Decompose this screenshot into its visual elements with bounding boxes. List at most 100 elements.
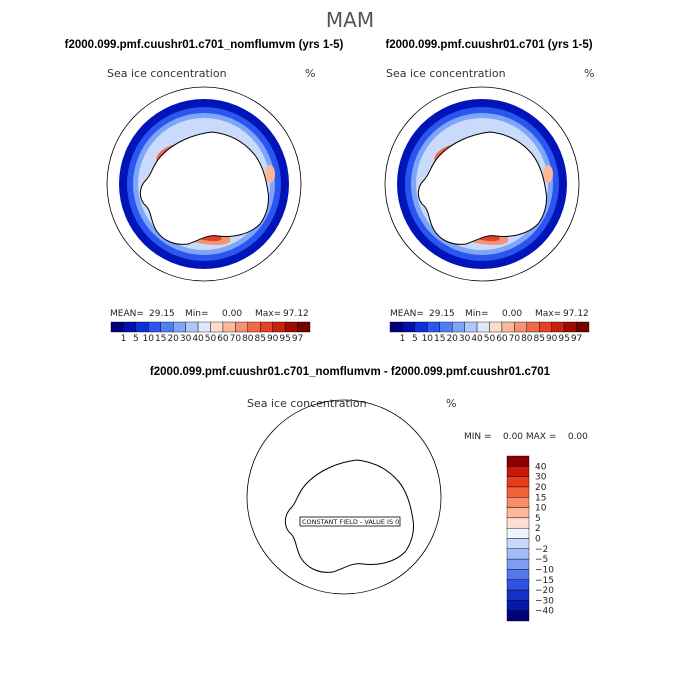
panel-1: f2000.099.pmf.cuushr01.c701_nomflumvm (y… — [65, 39, 344, 344]
colorbar-swatch — [576, 321, 590, 333]
colorbar-tick-label: 10 — [143, 334, 155, 344]
colorbar-tick-label: 0 — [535, 535, 541, 545]
colorbar-swatch — [148, 321, 161, 333]
panel-1-title: f2000.099.pmf.cuushr01.c701_nomflumvm (y… — [65, 39, 344, 51]
colorbar-tick-label: 40 — [192, 334, 204, 344]
panel-2: f2000.099.pmf.cuushr01.c701 (yrs 1-5) Se… — [384, 39, 594, 344]
colorbar-tick-label: 2 — [535, 524, 541, 534]
colorbar-swatch — [506, 486, 530, 498]
colorbar-swatch — [506, 476, 530, 488]
colorbar-tick-label: 60 — [496, 334, 508, 344]
colorbar-swatch — [272, 321, 286, 333]
diff-panel-title: f2000.099.pmf.cuushr01.c701_nomflumvm - … — [150, 366, 551, 378]
colorbar-tick-label: 40 — [471, 334, 483, 344]
ice-local-patch — [265, 165, 275, 183]
colorbar-swatch — [123, 321, 137, 333]
colorbar-tick-label: 90 — [546, 334, 558, 344]
colorbar-tick-label: −5 — [535, 555, 548, 565]
colorbar-swatch — [414, 321, 428, 333]
colorbar-tick-label: 50 — [484, 334, 496, 344]
colorbar-tick-label: 5 — [535, 514, 541, 524]
colorbar-swatch — [506, 517, 530, 529]
colorbar-swatch — [506, 507, 530, 519]
diff-panel-map — [284, 459, 415, 573]
colorbar-tick-label: 80 — [521, 334, 533, 344]
panel-2-min-value: 0.00 — [502, 309, 522, 319]
colorbar-tick-label: 30 — [180, 334, 192, 344]
colorbar-swatch — [235, 321, 249, 333]
colorbar-swatch — [210, 321, 224, 333]
colorbar-tick-label: 85 — [255, 334, 266, 344]
colorbar-tick-label: 1 — [400, 334, 406, 344]
colorbar-swatch — [284, 321, 298, 333]
panel-1-min-value: 0.00 — [222, 309, 242, 319]
colorbar-tick-label: 5 — [412, 334, 418, 344]
colorbar-swatch — [402, 321, 416, 333]
colorbar-tick-label: 97 — [292, 334, 303, 344]
colorbar-tick-label: 80 — [242, 334, 254, 344]
colorbar-swatch — [506, 527, 530, 539]
colorbar-swatch — [506, 600, 530, 611]
colorbar-swatch — [506, 466, 530, 477]
colorbar-tick-label: 5 — [133, 334, 139, 344]
colorbar-swatch — [172, 321, 186, 333]
colorbar-tick-label: 95 — [279, 334, 290, 344]
colorbar-tick-label: 40 — [535, 462, 547, 472]
colorbar-tick-label: 90 — [267, 334, 279, 344]
colorbar-tick-label: 15 — [535, 493, 546, 503]
colorbar-swatch — [563, 321, 577, 333]
colorbar-swatch — [439, 321, 453, 333]
colorbar-swatch — [451, 321, 465, 333]
colorbar-tick-label: 70 — [509, 334, 521, 344]
colorbar-tick-label: 20 — [535, 483, 547, 493]
colorbar-swatch — [501, 321, 515, 333]
colorbar-tick-label: 15 — [434, 334, 445, 344]
panel-1-colorbar: 1 5 10 15 20 30 40 50 60 70 80 85 90 95 97 — [110, 321, 311, 344]
colorbar-swatch — [526, 321, 540, 333]
colorbar-swatch — [506, 558, 530, 570]
colorbar-tick-label: 97 — [571, 334, 582, 344]
colorbar-swatch — [489, 321, 503, 333]
panel-2-max-value: 97.12 — [563, 309, 589, 319]
colorbar-tick-label: 15 — [155, 334, 166, 344]
panel-1-max-label: Max= — [255, 309, 281, 319]
colorbar-swatch — [222, 321, 236, 333]
panel-2-map-boundary — [384, 86, 580, 282]
panel-2-min-label: Min= — [465, 309, 489, 319]
colorbar-swatch — [506, 455, 530, 467]
colorbar-swatch — [135, 321, 149, 333]
panel-1-map — [119, 99, 289, 269]
panel-2-max-label: Max= — [535, 309, 561, 319]
panel-2-mean-label: MEAN= — [390, 309, 424, 319]
colorbar-swatch — [110, 321, 124, 333]
colorbar-tick-label: 60 — [217, 334, 229, 344]
panel-1-min-label: Min= — [185, 309, 209, 319]
ice-local-patch — [543, 165, 553, 183]
colorbar-swatch — [160, 321, 174, 333]
colorbar-tick-label: 20 — [167, 334, 179, 344]
colorbar-swatch — [197, 321, 211, 333]
panel-1-max-value: 97.12 — [283, 309, 309, 319]
colorbar-swatch — [551, 321, 565, 333]
antarctica-coastline — [284, 459, 415, 573]
colorbar-swatch — [506, 569, 530, 580]
colorbar-tick-label: 95 — [558, 334, 569, 344]
colorbar-swatch — [185, 321, 199, 333]
colorbar-tick-label: −2 — [535, 545, 548, 555]
colorbar-tick-label: 30 — [535, 473, 547, 483]
colorbar-swatch — [506, 589, 530, 601]
panel-2-map — [397, 99, 567, 269]
panel-2-units: % — [584, 67, 594, 80]
panel-2-title: f2000.099.pmf.cuushr01.c701 (yrs 1-5) — [385, 39, 592, 51]
colorbar-tick-label: 20 — [446, 334, 458, 344]
colorbar-swatch — [297, 321, 311, 333]
colorbar-tick-label: 85 — [534, 334, 545, 344]
diff-panel: f2000.099.pmf.cuushr01.c701_nomflumvm - … — [150, 366, 588, 622]
colorbar-swatch — [539, 321, 552, 333]
panel-2-variable-label: Sea ice concentration — [386, 67, 506, 80]
panel-2-colorbar: 1 5 10 15 20 30 40 50 60 70 80 85 90 95 97 — [389, 321, 590, 344]
colorbar-swatch — [389, 321, 403, 333]
colorbar-tick-label: 30 — [459, 334, 471, 344]
